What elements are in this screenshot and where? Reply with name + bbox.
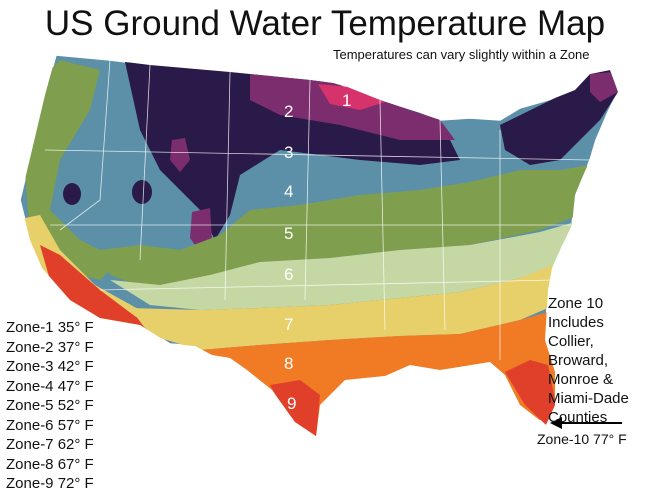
note-line: Includes: [548, 314, 604, 331]
legend-zone-3: Zone-3 42° F: [6, 358, 94, 375]
zone-number-1: 1: [342, 91, 351, 110]
note-line: Collier,: [548, 333, 594, 350]
legend-zone-6: Zone-6 57° F: [6, 416, 94, 434]
zone-number-9: 9: [287, 394, 296, 413]
zone-number-7: 7: [284, 315, 293, 334]
note-line: Counties: [548, 409, 608, 426]
zone-1-region: [318, 84, 385, 110]
zone-9-texas-region: [270, 380, 320, 436]
zone-3-idaho-spot: [132, 180, 152, 204]
zone-10-arrow: [550, 417, 622, 429]
legend-zone-1: Zone-1 35° F: [6, 319, 94, 336]
note-line: Broward,: [548, 352, 609, 369]
legend-zone-7: Zone-7 62° F: [6, 436, 94, 453]
zone-number-6: 6: [284, 265, 293, 284]
legend-zone-4: Zone-4 47° F: [6, 377, 94, 395]
zone-legend: Zone-1 35° F Zone-2 37° F Zone-3 42° F Z…: [6, 318, 94, 494]
legend-zone-5: Zone-5 52° F: [6, 397, 94, 414]
zone-3-northeast-region: [500, 70, 618, 165]
note-line: Zone 10: [548, 295, 604, 312]
zone-9-california-region: [40, 245, 160, 345]
legend-zone-9: Zone-9 72° F: [6, 475, 94, 492]
zone-2-montana-spot: [170, 138, 190, 172]
zone-3-nevada-spot: [63, 183, 81, 205]
zone-number-4: 4: [284, 182, 293, 201]
zone-number-3: 3: [284, 143, 293, 162]
zone-number-5: 5: [284, 224, 293, 243]
zone-6-region: [110, 222, 575, 310]
zone-10-label: Zone-10 77° F: [537, 431, 627, 447]
legend-zone-2: Zone-2 37° F: [6, 338, 94, 356]
zone-5-region: [100, 165, 590, 290]
map-title: US Ground Water Temperature Map: [44, 4, 606, 43]
zone-number-2: 2: [284, 102, 293, 121]
state-borders: [44, 59, 591, 360]
note-line: Miami-Dade: [548, 390, 629, 407]
zone-9-florida-region: [505, 360, 556, 425]
zone-number-8: 8: [284, 354, 293, 373]
map-subtitle: Temperatures can vary slightly within a …: [333, 47, 590, 62]
note-line: Monroe &: [548, 371, 614, 388]
zone-7-region: [130, 262, 560, 350]
zone-2-maine-region: [590, 72, 618, 102]
zone-10-note: Zone 10 Includes Collier, Broward, Monro…: [548, 294, 629, 427]
legend-zone-8: Zone-8 67° F: [6, 455, 94, 473]
